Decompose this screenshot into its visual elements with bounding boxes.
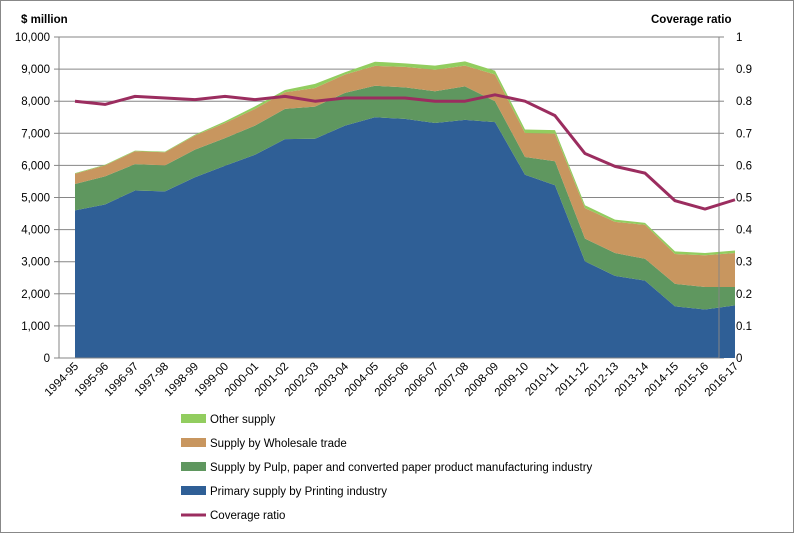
legend-label: Coverage ratio [210,510,285,522]
y-tick-label: 4,000 [21,225,50,237]
x-tick-label: 2016-17 [703,361,741,399]
y-tick-label: 2,000 [21,289,50,301]
area-series-2 [75,65,735,288]
y2-tick-label: 1 [736,32,742,44]
legend-swatch [181,438,206,447]
area-series-1 [75,85,735,310]
y2-tick-label: 0.9 [736,64,752,76]
y2-axis-title: Coverage ratio [651,14,732,26]
legend-swatch [181,414,206,423]
y-tick-label: 10,000 [15,32,50,44]
y-tick-label: 7,000 [21,128,50,140]
legend-swatch [181,486,206,495]
y-tick-label: 9,000 [21,64,50,76]
y2-tick-label: 0.7 [736,128,752,140]
y-tick-label: 0 [44,353,50,365]
y-tick-label: 3,000 [21,257,50,269]
y2-tick-label: 0.5 [736,193,752,205]
y-tick-label: 6,000 [21,160,50,172]
y-axis-title: $ million [21,14,68,26]
y-tick-label: 8,000 [21,96,50,108]
legend-label: Primary supply by Printing industry [210,486,387,498]
y2-tick-label: 0.4 [736,225,753,237]
y2-tick-label: 0.2 [736,289,752,301]
y-tick-label: 1,000 [21,321,50,333]
legend-label: Other supply [210,414,275,426]
y2-tick-label: 0 [736,353,742,365]
y2-tick-label: 0.6 [736,160,752,172]
legend-label: Supply by Pulp, paper and converted pape… [210,462,593,474]
legend-swatch [181,462,206,471]
y-tick-label: 5,000 [21,193,50,205]
area-series-0 [75,117,735,358]
y2-tick-label: 0.3 [736,257,752,269]
y2-tick-label: 0.8 [736,96,752,108]
legend-label: Supply by Wholesale trade [210,438,347,450]
y2-tick-label: 0.1 [736,321,752,333]
